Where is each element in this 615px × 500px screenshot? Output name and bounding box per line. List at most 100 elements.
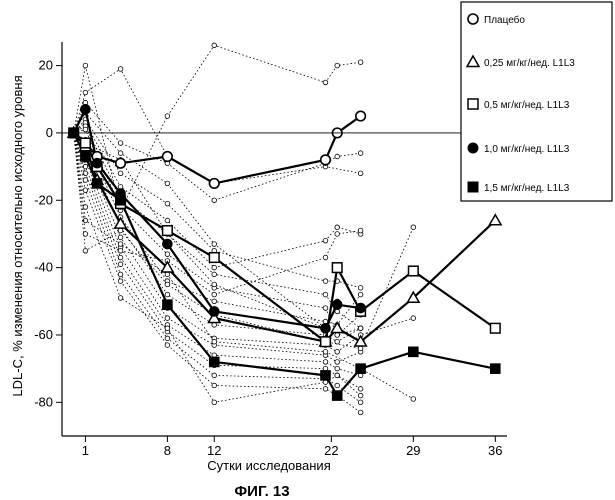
legend-label-5: 1,5 мг/кг/нед. L1L3 (484, 183, 570, 194)
series-4-point-6 (209, 307, 219, 317)
individual-point-14-3 (118, 262, 123, 267)
individual-point-16-6 (323, 387, 328, 392)
series-5-point-4 (116, 195, 126, 205)
individual-point-18-4 (165, 272, 170, 277)
legend-label-1: Плацебо (484, 14, 525, 26)
series-3-point-7 (321, 337, 331, 347)
individual-point-1-6 (323, 80, 328, 85)
individual-point-15-7 (335, 383, 340, 388)
individual-point-4-3 (118, 151, 123, 156)
individual-point-10-5 (212, 323, 217, 328)
individual-point-2-3 (118, 67, 123, 72)
individual-point-19-8 (358, 228, 363, 233)
individual-point-17-5 (212, 400, 217, 405)
individual-point-5-4 (165, 201, 170, 206)
individual-point-13-7 (335, 366, 340, 371)
individual-point-18-8 (411, 397, 416, 402)
individual-point-12-4 (165, 316, 170, 321)
individual-point-8-4 (165, 252, 170, 257)
series-1-point-9 (356, 111, 366, 121)
individual-point-20-7 (358, 346, 363, 351)
individual-point-17-8 (358, 393, 363, 398)
series-1-point-4 (116, 158, 126, 168)
series-5-point-7 (321, 371, 331, 381)
series-3-point-5 (163, 226, 173, 236)
individual-point-2-7 (358, 171, 363, 176)
individual-point-3-8 (358, 151, 363, 156)
y-tick-label-1: 20 (39, 58, 53, 73)
individual-point-15-3 (118, 272, 123, 277)
legend-label-3: 0,5 мг/кг/нед. L1L3 (484, 100, 570, 111)
x-tick-label-1: 1 (82, 443, 89, 458)
individual-point-20-3 (118, 228, 123, 233)
series-5-point-5 (163, 300, 173, 310)
series-4-point-3 (92, 158, 102, 168)
individual-point-16-2 (83, 188, 88, 193)
series-5-point-2 (81, 152, 91, 162)
series-5-point-3 (92, 179, 102, 189)
individual-point-15-5 (212, 373, 217, 378)
individual-point-8-2 (83, 127, 88, 132)
individual-point-3-7 (335, 154, 340, 159)
individual-point-15-8 (358, 400, 363, 405)
individual-point-19-5 (212, 292, 217, 297)
series-3-point-11 (490, 323, 500, 333)
individual-point-2-2 (83, 90, 88, 95)
individual-point-21-8 (358, 326, 363, 331)
individual-point-5-3 (118, 171, 123, 176)
individual-point-11-3 (118, 235, 123, 240)
series-2-point-4 (115, 218, 127, 228)
series-3-point-10 (409, 266, 419, 276)
x-tick-label-3: 12 (207, 443, 221, 458)
series-3-point-2 (81, 138, 91, 148)
individual-point-9-8 (358, 292, 363, 297)
x-tick-label-4: 22 (324, 443, 338, 458)
individual-point-20-4 (165, 282, 170, 287)
individual-point-4-4 (165, 181, 170, 186)
series-5-point-9 (356, 364, 366, 374)
individual-point-3-5 (212, 198, 217, 203)
individual-point-19-7 (335, 232, 340, 237)
individual-point-17-4 (165, 326, 170, 331)
individual-point-5-8 (358, 286, 363, 291)
x-tick-label-2: 8 (164, 443, 171, 458)
y-tick-label-3: -20 (34, 192, 53, 207)
x-tick-label-6: 36 (488, 443, 502, 458)
series-1-point-7 (321, 155, 331, 165)
y-tick-label-6: -80 (34, 394, 53, 409)
individual-point-18-5 (212, 339, 217, 344)
individual-point-6-5 (212, 265, 217, 270)
series-1-point-6 (209, 179, 219, 189)
series-line-1 (74, 116, 361, 183)
individual-point-1-4 (165, 114, 170, 119)
series-4-point-5 (163, 239, 173, 249)
individual-point-19-6 (323, 255, 328, 260)
legend-marker-4 (468, 143, 478, 153)
series-5-point-8 (332, 391, 342, 401)
individual-point-21-7 (335, 333, 340, 338)
individual-point-13-6 (323, 360, 328, 365)
individual-point-16-4 (165, 343, 170, 348)
individual-point-6-4 (165, 218, 170, 223)
individual-point-18-3 (118, 242, 123, 247)
x-axis-label: Сутки исследования (207, 458, 330, 473)
individual-point-7-5 (212, 272, 217, 277)
series-4-point-9 (356, 303, 366, 313)
individual-point-20-8 (411, 225, 416, 230)
individual-point-1-2 (83, 63, 88, 68)
y-tick-label-5: -60 (34, 327, 53, 342)
individual-point-17-7 (335, 373, 340, 378)
legend: Плацебо0,25 мг/кг/нед. L1L30,5 мг/кг/нед… (461, 2, 612, 201)
legend-marker-1 (468, 14, 478, 24)
series-4-point-7 (321, 323, 331, 333)
individual-point-11-9 (411, 316, 416, 321)
individual-point-14-8 (358, 387, 363, 392)
series-5-point-11 (490, 364, 500, 374)
legend-marker-3 (468, 99, 478, 109)
individual-point-20-2 (83, 248, 88, 253)
individual-point-19-3 (118, 248, 123, 253)
individual-point-1-7 (335, 63, 340, 68)
series-5-point-6 (209, 357, 219, 367)
series-4-point-8 (332, 300, 342, 310)
